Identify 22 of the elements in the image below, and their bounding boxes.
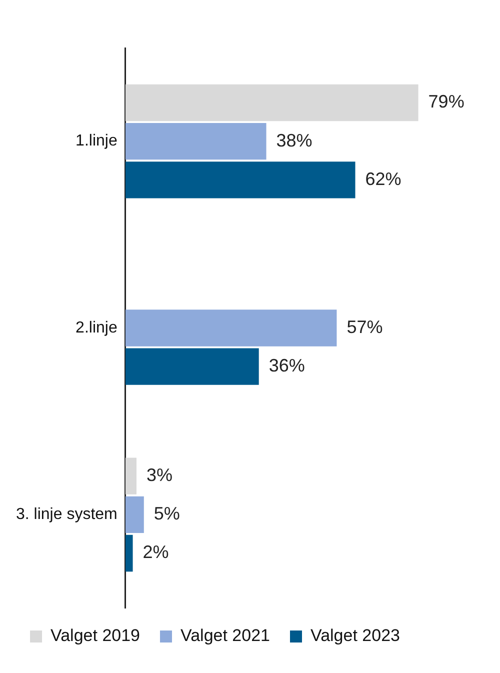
data-label: 36% — [268, 356, 305, 376]
bar — [125, 458, 136, 494]
legend-label: Valget 2023 — [310, 626, 400, 646]
data-label: 57% — [346, 316, 383, 337]
data-label: 3% — [146, 465, 173, 486]
data-label: 5% — [154, 504, 180, 524]
bar — [125, 348, 259, 385]
bar — [125, 534, 133, 572]
legend-label: Valget 2021 — [180, 626, 270, 646]
bar — [125, 84, 418, 122]
bar — [125, 162, 356, 198]
bar — [125, 123, 266, 160]
data-label: 2% — [142, 542, 169, 562]
data-label: 38% — [276, 130, 312, 150]
bar — [125, 310, 337, 346]
data-label: 62% — [365, 168, 402, 189]
data-label: 79% — [428, 92, 464, 112]
bar — [125, 496, 144, 533]
y-tick-label: 3. linje system — [16, 506, 118, 524]
y-tick-label: 2.linje — [76, 319, 118, 336]
legend-label: Valget 2019 — [50, 626, 140, 646]
y-tick-label: 1.linje — [76, 132, 118, 150]
